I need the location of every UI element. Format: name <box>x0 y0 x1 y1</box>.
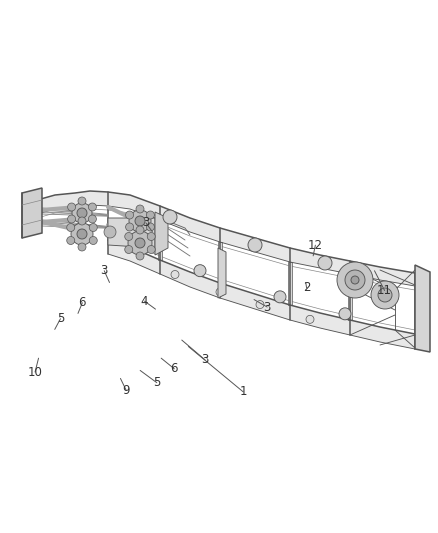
Circle shape <box>77 229 87 239</box>
Circle shape <box>89 223 97 231</box>
Text: 10: 10 <box>28 366 42 378</box>
Text: 12: 12 <box>308 239 323 252</box>
Text: 3: 3 <box>101 264 108 277</box>
Polygon shape <box>108 240 415 349</box>
Text: 5: 5 <box>153 376 160 389</box>
Circle shape <box>171 271 179 279</box>
Polygon shape <box>348 274 352 320</box>
Polygon shape <box>22 188 42 238</box>
Text: 3: 3 <box>201 353 208 366</box>
Circle shape <box>339 308 351 320</box>
Text: 4: 4 <box>141 295 148 308</box>
Polygon shape <box>158 220 162 260</box>
Circle shape <box>147 246 155 254</box>
Text: 2: 2 <box>303 281 311 294</box>
Circle shape <box>318 256 332 270</box>
Circle shape <box>126 211 134 219</box>
Circle shape <box>256 301 264 309</box>
Circle shape <box>78 243 86 251</box>
Text: 3: 3 <box>264 301 271 313</box>
Circle shape <box>136 229 144 237</box>
Text: 11: 11 <box>377 284 392 297</box>
Circle shape <box>88 203 96 211</box>
Circle shape <box>67 237 75 245</box>
Circle shape <box>67 223 75 231</box>
Polygon shape <box>155 212 168 255</box>
Circle shape <box>248 238 262 252</box>
Text: 6: 6 <box>170 362 178 375</box>
Text: 1: 1 <box>239 385 247 398</box>
Circle shape <box>136 205 144 213</box>
Circle shape <box>128 231 152 255</box>
Circle shape <box>147 232 155 240</box>
Text: 5: 5 <box>57 312 64 325</box>
Circle shape <box>371 281 399 309</box>
Polygon shape <box>218 248 226 298</box>
Text: 9: 9 <box>122 384 130 397</box>
Circle shape <box>71 223 93 245</box>
Circle shape <box>274 291 286 303</box>
Circle shape <box>126 223 134 231</box>
Circle shape <box>72 203 92 223</box>
Circle shape <box>135 216 145 226</box>
Circle shape <box>163 210 177 224</box>
Circle shape <box>146 211 154 219</box>
Circle shape <box>351 276 359 284</box>
Circle shape <box>67 203 76 211</box>
Circle shape <box>345 270 365 290</box>
Circle shape <box>104 226 116 238</box>
Text: 3: 3 <box>142 216 149 229</box>
Circle shape <box>125 232 133 240</box>
Circle shape <box>146 223 154 231</box>
Polygon shape <box>288 262 292 305</box>
Polygon shape <box>415 265 430 352</box>
Circle shape <box>194 265 206 277</box>
Circle shape <box>136 252 144 260</box>
Circle shape <box>78 221 86 229</box>
Circle shape <box>78 217 86 225</box>
Text: 6: 6 <box>78 296 86 309</box>
Circle shape <box>125 246 133 254</box>
Circle shape <box>78 197 86 205</box>
Circle shape <box>306 316 314 324</box>
Polygon shape <box>30 191 415 286</box>
Circle shape <box>67 215 76 223</box>
Circle shape <box>129 210 151 232</box>
Circle shape <box>88 215 96 223</box>
Circle shape <box>337 262 373 298</box>
Circle shape <box>89 237 97 245</box>
Circle shape <box>216 288 224 296</box>
Polygon shape <box>218 242 222 283</box>
Polygon shape <box>108 218 155 248</box>
Circle shape <box>136 226 144 234</box>
Circle shape <box>135 238 145 248</box>
Circle shape <box>378 288 392 302</box>
Circle shape <box>77 208 87 218</box>
